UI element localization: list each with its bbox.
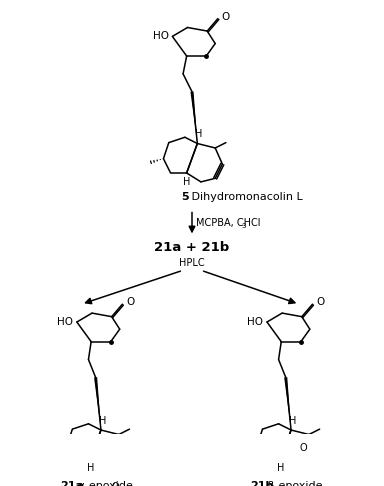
Polygon shape: [284, 377, 291, 430]
Text: O: O: [126, 297, 134, 307]
Polygon shape: [190, 91, 197, 143]
Text: HPLC: HPLC: [179, 258, 205, 268]
Polygon shape: [94, 377, 101, 430]
Polygon shape: [295, 455, 305, 469]
Text: H: H: [183, 176, 190, 187]
Text: H: H: [86, 463, 94, 473]
Text: H: H: [99, 416, 106, 426]
Text: H: H: [195, 129, 203, 139]
Text: O: O: [111, 482, 119, 486]
Text: 5: 5: [181, 192, 189, 202]
Text: H: H: [289, 416, 296, 426]
Text: HO: HO: [247, 317, 263, 327]
Text: O: O: [222, 12, 230, 22]
Text: O: O: [300, 443, 307, 453]
Text: 3: 3: [241, 223, 246, 228]
Text: Dihydromonacolin L: Dihydromonacolin L: [189, 192, 303, 202]
Text: 21b: 21b: [250, 481, 273, 486]
Text: 21a + 21b: 21a + 21b: [154, 241, 230, 254]
Text: β-epoxide: β-epoxide: [264, 481, 323, 486]
Text: MCPBA, CHCl: MCPBA, CHCl: [195, 218, 260, 228]
Text: HO: HO: [57, 317, 73, 327]
Text: α-epoxide: α-epoxide: [74, 481, 133, 486]
Text: O: O: [316, 297, 324, 307]
Polygon shape: [303, 455, 309, 465]
Text: HO: HO: [153, 32, 169, 41]
Text: 21a: 21a: [60, 481, 83, 486]
Text: H: H: [277, 463, 284, 473]
